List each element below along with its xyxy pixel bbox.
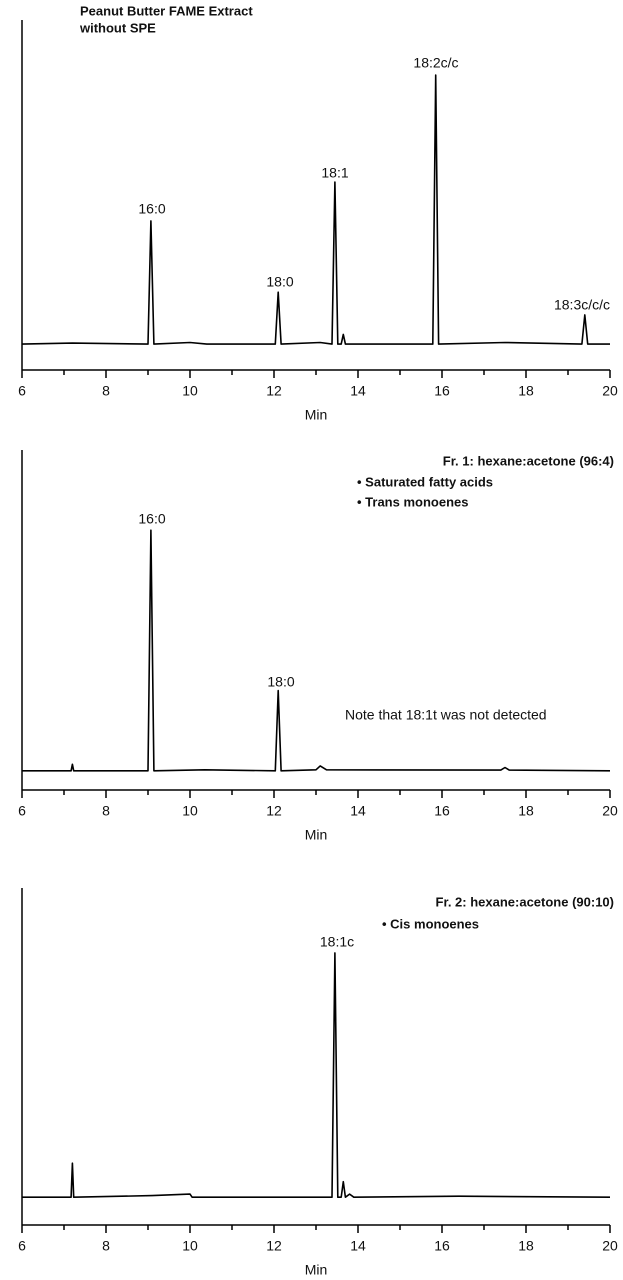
x-tick-label: 18 (518, 803, 534, 819)
x-tick-label: 16 (434, 383, 450, 399)
peak-label: 18:1c (320, 934, 354, 950)
x-tick-label: 10 (182, 383, 198, 399)
x-tick-label: 14 (350, 803, 366, 819)
panel-title: • Trans monoenes (357, 494, 468, 509)
x-tick-label: 10 (182, 803, 198, 819)
x-tick-label: 8 (102, 1238, 110, 1254)
peak-label: 18:3c/c/c (554, 297, 610, 313)
panel-title: Peanut Butter FAME Extract (80, 3, 253, 18)
x-tick-label: 6 (18, 383, 26, 399)
panel-title: Fr. 1: hexane:acetone (96:4) (443, 453, 614, 468)
x-axis-label: Min (305, 1262, 328, 1278)
note: Note that 18:1t was not detected (345, 707, 547, 723)
x-axis-label: Min (305, 407, 328, 423)
x-tick-label: 14 (350, 1238, 366, 1254)
panel-title: Fr. 2: hexane:acetone (90:10) (436, 894, 614, 909)
x-tick-label: 12 (266, 1238, 282, 1254)
x-tick-label: 12 (266, 383, 282, 399)
x-tick-label: 6 (18, 803, 26, 819)
peak-label: 18:0 (266, 274, 293, 290)
x-tick-label: 10 (182, 1238, 198, 1254)
panel-title: • Saturated fatty acids (357, 474, 493, 489)
chromatogram-trace (22, 529, 611, 772)
x-axis-label: Min (305, 827, 328, 843)
peak-label: 16:0 (138, 511, 165, 527)
x-tick-label: 6 (18, 1238, 26, 1254)
x-tick-label: 14 (350, 383, 366, 399)
x-tick-label: 20 (602, 803, 618, 819)
x-tick-label: 20 (602, 1238, 618, 1254)
chromatogram-trace (21, 74, 610, 345)
panel-title: without SPE (79, 20, 156, 35)
x-tick-label: 16 (434, 803, 450, 819)
panel-title: • Cis monoenes (382, 916, 479, 931)
x-tick-label: 18 (518, 383, 534, 399)
x-tick-label: 18 (518, 1238, 534, 1254)
x-tick-label: 20 (602, 383, 618, 399)
x-tick-label: 16 (434, 1238, 450, 1254)
x-tick-label: 12 (266, 803, 282, 819)
x-tick-label: 8 (102, 383, 110, 399)
x-tick-label: 8 (102, 803, 110, 819)
peak-label: 16:0 (138, 201, 165, 217)
peak-label: 18:2c/c (413, 55, 458, 71)
peak-label: 18:1 (321, 165, 348, 181)
chromatogram-trace (22, 952, 611, 1198)
peak-label: 18:0 (267, 674, 294, 690)
